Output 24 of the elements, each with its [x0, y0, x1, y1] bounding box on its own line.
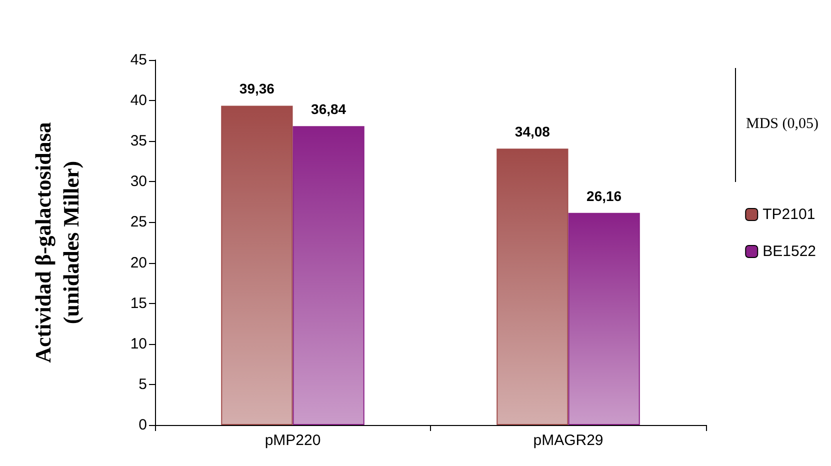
y-tick-label: 35 — [130, 132, 147, 150]
data-label: 26,16 — [586, 188, 622, 204]
bar — [292, 126, 364, 425]
y-tick-label: 30 — [130, 173, 147, 190]
data-label: 39,36 — [239, 80, 275, 97]
data-label: 34,08 — [514, 124, 550, 140]
y-tick-label: 45 — [130, 52, 147, 68]
y-axis-title: Actividad β-galactosidasa (unidades Miller) — [30, 122, 84, 363]
data-label: 36,84 — [311, 101, 346, 118]
x-tick-label: pMP220 — [264, 432, 321, 449]
x-tick-label: pMAGR29 — [533, 432, 604, 449]
y-tick-label: 10 — [130, 335, 147, 352]
text: MDS (0,05) — [746, 116, 819, 133]
bar — [568, 212, 640, 425]
y-tick-label: 20 — [130, 254, 147, 272]
y-tick-label: 25 — [130, 214, 147, 231]
bar — [221, 106, 293, 425]
bar — [496, 148, 568, 425]
y-tick-label: 5 — [138, 376, 147, 393]
y-tick-label: 0 — [138, 416, 147, 434]
legend-label: TP2101 — [762, 206, 816, 223]
y-tick-label: 15 — [130, 294, 147, 312]
y-tick-label: 40 — [130, 92, 147, 110]
legend-label: BE1522 — [762, 243, 816, 260]
